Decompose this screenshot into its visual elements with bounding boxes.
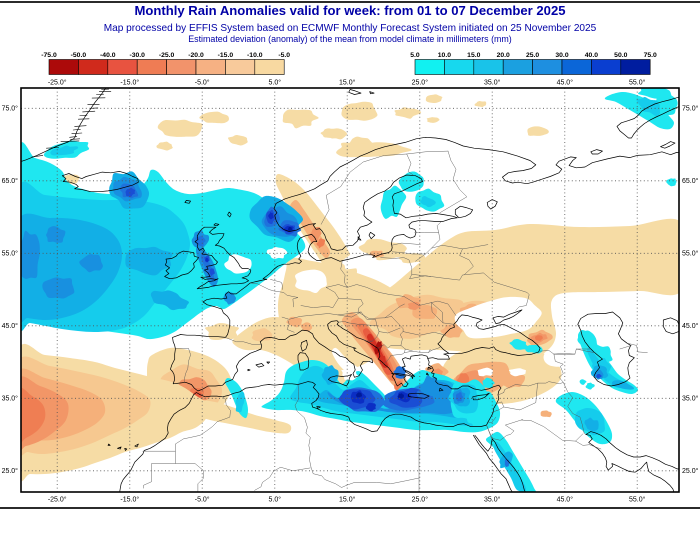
svg-text:55.0°: 55.0° xyxy=(629,496,646,504)
svg-text:-30.0: -30.0 xyxy=(129,52,145,59)
svg-text:35.0°: 35.0° xyxy=(484,496,501,504)
svg-text:55.0°: 55.0° xyxy=(682,249,699,257)
svg-text:5.0: 5.0 xyxy=(410,52,420,59)
svg-text:-10.0: -10.0 xyxy=(247,52,263,59)
svg-text:-5.0: -5.0 xyxy=(278,52,290,59)
svg-text:45.0°: 45.0° xyxy=(682,322,699,330)
svg-text:45.0°: 45.0° xyxy=(2,322,19,330)
svg-text:-25.0°: -25.0° xyxy=(48,79,67,87)
svg-text:65.0°: 65.0° xyxy=(682,177,699,185)
svg-text:75.0°: 75.0° xyxy=(2,104,19,112)
svg-text:25.0°: 25.0° xyxy=(682,467,699,475)
svg-text:75.0: 75.0 xyxy=(644,52,657,59)
svg-text:25.0°: 25.0° xyxy=(412,79,429,87)
svg-text:65.0°: 65.0° xyxy=(2,177,19,185)
svg-text:55.0°: 55.0° xyxy=(2,249,19,257)
svg-text:5.0°: 5.0° xyxy=(269,496,282,504)
svg-text:-5.0°: -5.0° xyxy=(195,496,210,504)
svg-text:15.0°: 15.0° xyxy=(339,496,356,504)
svg-text:25.0: 25.0 xyxy=(526,52,539,59)
svg-text:25.0°: 25.0° xyxy=(412,496,429,504)
svg-text:40.0: 40.0 xyxy=(585,52,598,59)
svg-text:30.0: 30.0 xyxy=(555,52,568,59)
svg-text:-15.0°: -15.0° xyxy=(120,79,139,87)
svg-text:35.0°: 35.0° xyxy=(484,79,501,87)
svg-text:-15.0: -15.0 xyxy=(218,52,234,59)
svg-text:45.0°: 45.0° xyxy=(557,496,574,504)
svg-text:55.0°: 55.0° xyxy=(629,79,646,87)
svg-text:-25.0: -25.0 xyxy=(159,52,175,59)
svg-text:-20.0: -20.0 xyxy=(188,52,204,59)
svg-text:-15.0°: -15.0° xyxy=(120,496,139,504)
svg-text:-40.0: -40.0 xyxy=(100,52,116,59)
svg-text:35.0°: 35.0° xyxy=(682,394,699,402)
svg-text:-25.0°: -25.0° xyxy=(48,496,67,504)
svg-text:15.0°: 15.0° xyxy=(339,79,356,87)
svg-text:75.0°: 75.0° xyxy=(682,104,699,112)
svg-text:25.0°: 25.0° xyxy=(2,467,19,475)
svg-text:35.0°: 35.0° xyxy=(2,394,19,402)
svg-text:-50.0: -50.0 xyxy=(71,52,87,59)
svg-text:5.0°: 5.0° xyxy=(269,79,282,87)
svg-text:15.0: 15.0 xyxy=(467,52,480,59)
svg-text:50.0: 50.0 xyxy=(614,52,627,59)
svg-text:10.0: 10.0 xyxy=(438,52,451,59)
svg-text:20.0: 20.0 xyxy=(497,52,510,59)
svg-text:-75.0: -75.0 xyxy=(41,52,57,59)
svg-text:-5.0°: -5.0° xyxy=(195,79,210,87)
svg-text:45.0°: 45.0° xyxy=(557,79,574,87)
